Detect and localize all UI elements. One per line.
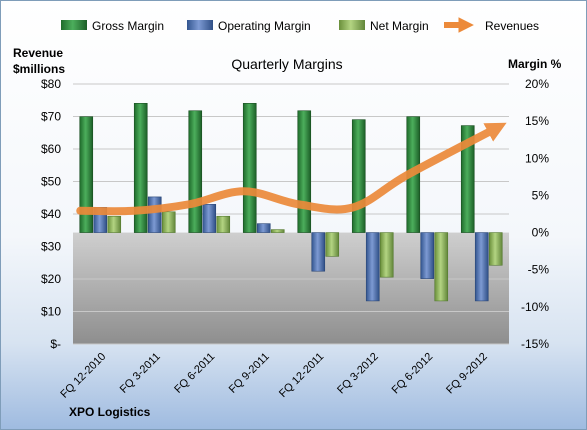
net-margin-bar: [325, 232, 340, 257]
x-tick-label: FQ 3-2012: [335, 351, 381, 397]
left-tick-label: $60: [41, 142, 61, 156]
left-tick-label: $40: [41, 207, 61, 221]
revenue-line-layer: [76, 122, 507, 216]
right-axis-label: Margin %: [508, 57, 562, 71]
right-tick-label: -10%: [521, 300, 549, 314]
operating-margin-bar: [202, 204, 217, 233]
net-margin-bar: [270, 229, 285, 233]
left-tick-label: $80: [41, 77, 61, 91]
operating-margin-bar: [311, 232, 326, 272]
left-tick-label: $10: [41, 305, 61, 319]
revenue-line: [76, 122, 507, 216]
legend-label-operating-margin: Operating Margin: [218, 19, 311, 33]
right-tick-label: -15%: [521, 337, 549, 351]
x-axis-ticks: FQ 12-2010 FQ 3-2011 FQ 6-2011 FQ 9-2011 FQ …: [58, 351, 489, 401]
left-tick-label: $70: [41, 110, 61, 124]
operating-margin-bar: [365, 232, 380, 302]
legend-label-net-margin: Net Margin: [370, 19, 429, 33]
right-tick-label: -5%: [528, 263, 550, 277]
gross-margin-bar: [351, 119, 366, 233]
x-tick-label: FQ 12-2010: [58, 351, 108, 401]
net-margin-bar: [216, 215, 231, 233]
left-tick-label: $-: [50, 337, 61, 351]
x-tick-label: FQ 12-2011: [277, 351, 326, 400]
x-tick-label: FQ 9-2011: [227, 351, 272, 396]
gross-margin-bar: [133, 103, 148, 233]
legend-label-revenues: Revenues: [485, 19, 539, 33]
gross-margin-bar: [79, 116, 94, 233]
left-tick-label: $30: [41, 240, 61, 254]
right-tick-label: 20%: [525, 77, 549, 91]
net-margin-bar: [488, 232, 503, 266]
left-tick-label: $20: [41, 272, 61, 286]
net-margin-bar: [434, 232, 449, 302]
legend-swatch-net-margin: [339, 20, 365, 30]
company-label: XPO Logistics: [69, 405, 151, 419]
operating-margin-bar: [420, 232, 435, 279]
x-tick-label: FQ 6-2011: [172, 351, 217, 396]
left-axis-ticks: $- $10 $20 $30 $40 $50 $60 $70 $80: [41, 77, 61, 351]
legend-label-gross-margin: Gross Margin: [92, 19, 164, 33]
net-margin-bar: [107, 215, 122, 233]
left-axis-label-line1: Revenue: [13, 46, 63, 60]
gross-margin-bar: [297, 110, 312, 233]
net-margin-bar: [379, 232, 394, 278]
operating-margin-bar: [147, 196, 162, 233]
legend-swatch-operating-margin: [187, 20, 213, 30]
right-tick-label: 10%: [525, 151, 549, 165]
operating-margin-bar: [474, 232, 489, 302]
gross-margin-bar: [242, 103, 257, 233]
left-tick-label: $50: [41, 175, 61, 189]
gross-margin-bar: [188, 110, 203, 233]
x-tick-label: FQ 9-2012: [444, 351, 490, 397]
gross-margin-bar: [460, 125, 475, 233]
right-tick-label: 0%: [532, 226, 550, 240]
operating-margin-bar: [256, 223, 271, 233]
legend-swatch-gross-margin: [61, 20, 87, 30]
left-axis-label-line2: $millions: [13, 62, 65, 76]
x-tick-label: FQ 3-2011: [118, 351, 163, 396]
right-axis-ticks: -15% -10% -5% 0% 5% 10% 15% 20%: [521, 77, 549, 351]
legend: Gross Margin Operating Margin Net Margin…: [61, 17, 539, 33]
x-tick-label: FQ 6-2012: [390, 351, 436, 397]
net-margin-bar: [161, 211, 176, 233]
right-tick-label: 15%: [525, 114, 549, 128]
chart-title: Quarterly Margins: [231, 56, 342, 72]
right-tick-label: 5%: [532, 188, 550, 202]
